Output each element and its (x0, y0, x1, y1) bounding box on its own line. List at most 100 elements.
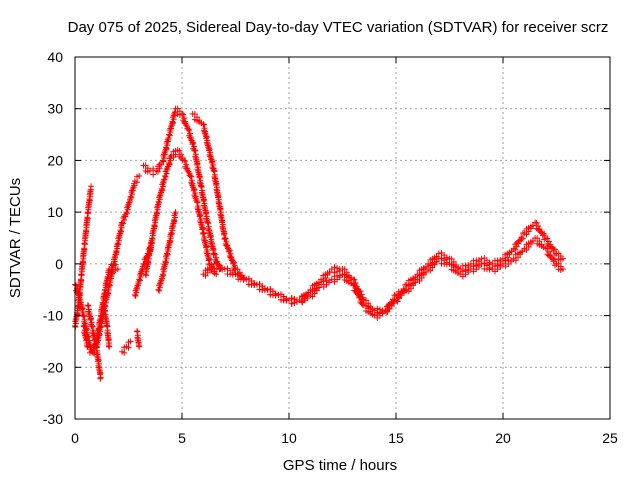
data-point (221, 265, 236, 278)
data-point (106, 343, 113, 350)
data-point (403, 279, 419, 295)
data-point (510, 230, 526, 253)
data-point (296, 293, 311, 306)
y-tick-label: -30 (43, 411, 63, 427)
data-point (350, 276, 366, 303)
data-point (339, 271, 355, 287)
series-track-j (155, 209, 179, 294)
data-point (213, 271, 220, 278)
data-point (446, 260, 462, 277)
data-point (101, 307, 110, 329)
data-point (532, 219, 548, 243)
data-point (198, 183, 211, 225)
data-point (81, 209, 91, 248)
data-point (127, 180, 138, 201)
data-point (140, 162, 151, 175)
data-point (153, 160, 165, 175)
y-tick-label: 10 (47, 204, 63, 220)
data-point (97, 374, 104, 381)
y-tick-label: 40 (47, 49, 63, 65)
data-point (172, 209, 179, 216)
y-tick-label: 0 (55, 256, 63, 272)
y-tick-label: 20 (47, 152, 63, 168)
x-tick-label: 10 (281, 430, 297, 446)
data-point (521, 237, 536, 253)
data-point (155, 273, 166, 294)
data-point (134, 328, 142, 349)
x-tick-label: 0 (71, 430, 79, 446)
data-point (532, 235, 547, 251)
data-point (101, 267, 112, 294)
data-point (136, 263, 146, 284)
x-axis-label: GPS time / hours (283, 457, 397, 474)
data-point (467, 262, 482, 275)
data-point (232, 270, 247, 283)
plot-frame (74, 56, 611, 420)
data-point (119, 211, 129, 227)
series-track-i (142, 147, 220, 279)
data-point (104, 322, 112, 350)
data-point (127, 338, 134, 345)
data-point (144, 242, 154, 258)
y-tick-label: -20 (43, 359, 63, 375)
data-point (371, 308, 386, 321)
data-point (101, 283, 112, 310)
series-track-d (84, 302, 104, 382)
x-tick-label: 15 (388, 430, 404, 446)
data-point (89, 322, 99, 350)
series-track-g (134, 328, 143, 350)
data-point (200, 263, 215, 279)
data-point (136, 172, 143, 179)
data-point (155, 176, 168, 206)
data-point (75, 271, 85, 310)
data-point (159, 252, 170, 279)
data-point (114, 266, 121, 273)
data-point (510, 248, 526, 264)
data-point (264, 286, 279, 299)
data-point (191, 147, 204, 189)
data-point (97, 290, 108, 320)
series-track-k (131, 240, 156, 299)
data-point (211, 260, 226, 273)
y-tick-label: 30 (47, 101, 63, 117)
data-point (414, 268, 429, 284)
data-point (149, 240, 156, 247)
x-tick-label: 20 (495, 430, 511, 446)
data-point (93, 343, 104, 382)
data-point (164, 231, 174, 258)
data-point (119, 344, 128, 356)
data-point (318, 268, 333, 284)
data-point (187, 172, 200, 204)
data-point (166, 109, 178, 139)
series-track-f (119, 338, 134, 356)
data-point (328, 272, 343, 285)
data-point (425, 258, 440, 274)
chart-title: Day 075 of 2025, Sidereal Day-to-day VTE… (68, 19, 609, 36)
data-point (559, 266, 566, 273)
data-point (78, 240, 88, 279)
y-axis-label: SDTVAR / TECUs (7, 178, 24, 298)
grid (75, 57, 610, 419)
data-point (489, 262, 504, 275)
data-point (189, 110, 205, 127)
data-point (80, 322, 91, 350)
data-point (149, 201, 162, 243)
data-point (84, 186, 94, 217)
data-point (200, 229, 213, 268)
data-point (253, 280, 268, 294)
data-point (159, 135, 172, 165)
data-point (500, 248, 515, 264)
series-track-h (140, 105, 224, 273)
data-point (161, 153, 174, 181)
series-track-c (80, 260, 121, 356)
series-track-l (189, 110, 566, 318)
data-points (72, 105, 566, 382)
data-point (211, 167, 228, 243)
data-point (478, 260, 493, 273)
data-point (181, 157, 193, 179)
series-track-e (101, 307, 113, 350)
data-point (457, 267, 472, 280)
data-point (185, 126, 198, 154)
data-point (146, 165, 157, 178)
